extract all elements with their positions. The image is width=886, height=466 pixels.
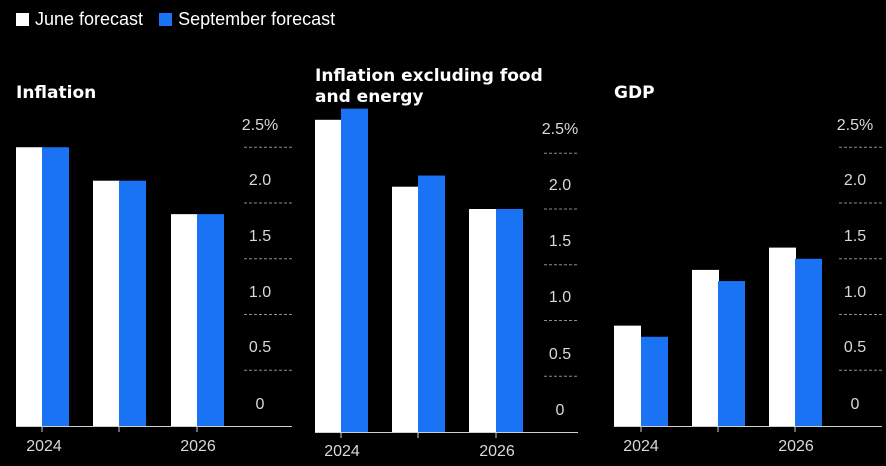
legend-label-june: June forecast <box>35 8 144 29</box>
panel-1-bar-september-2026 <box>197 214 224 426</box>
panel-3-y-tick-label: 1.0 <box>844 284 866 301</box>
panel-3-x-tick-label: 2026 <box>778 438 814 455</box>
panel-1-y-tick-label: 2.5% <box>242 117 278 134</box>
panel-3-title-line-1: GDP <box>614 83 655 103</box>
panel-2-bar-september-2024 <box>341 108 368 433</box>
panel-3-y-tick-label: 0 <box>851 396 860 413</box>
panel-1-y-tick-label: 2.0 <box>249 172 271 189</box>
september-swatch-icon <box>159 12 173 26</box>
panel-2-bar-june-2026 <box>469 209 496 432</box>
panel-2-title-line-1: Inflation excluding food <box>315 66 543 86</box>
panel-2-x-tick-label: 2024 <box>324 443 360 460</box>
panel-3-bar-september-2025 <box>718 281 745 426</box>
panel-3-bar-september-2024 <box>641 336 668 426</box>
panel-1-y-tick-label: 0.5 <box>249 339 271 356</box>
panel-3-bar-june-2025 <box>692 269 719 426</box>
panel-1-y-tick-label: 1.5 <box>249 228 271 245</box>
june-swatch-icon <box>16 12 29 26</box>
panel-3-bar-june-2026 <box>769 247 796 426</box>
panel-1-y-tick-label: 1.0 <box>249 284 271 301</box>
panel-2-y-tick-label: 2.5% <box>542 121 578 138</box>
legend-label-september: September forecast <box>178 8 336 29</box>
legend-item-september: September forecast <box>159 9 335 30</box>
panel-2-bar-june-2024 <box>315 119 342 433</box>
panel-1-y-tick-label: 0 <box>256 396 265 413</box>
panel-1-x-tick-label: 2024 <box>26 438 62 455</box>
panel-3-y-tick-label: 2.0 <box>844 172 866 189</box>
panel-1-bar-september-2024 <box>42 147 69 426</box>
chart-legend: June forecast September forecast <box>16 7 335 31</box>
panel-3-x-tick-label: 2024 <box>623 438 659 455</box>
legend-item-june: June forecast <box>16 9 143 30</box>
panel-2-bar-june-2025 <box>392 186 419 432</box>
panel-2-y-tick-label: 0 <box>556 402 565 419</box>
panel-1-x-tick-label: 2026 <box>180 438 216 455</box>
panel-2-title-line-2: and energy <box>315 87 423 107</box>
panel-2-y-tick-label: 1.5 <box>549 233 571 250</box>
panel-2-x-tick-label: 2026 <box>479 443 515 460</box>
panel-3-bar-june-2024 <box>614 325 641 426</box>
panel-3-y-tick-label: 2.5% <box>837 117 873 134</box>
panel-2-y-tick-label: 2.0 <box>549 177 571 194</box>
panel-2-bar-september-2026 <box>496 209 523 432</box>
panel-1-bar-june-2025 <box>93 180 120 426</box>
panel-2-bar-september-2025 <box>418 175 445 433</box>
panel-2-y-tick-label: 1.0 <box>549 289 571 306</box>
panel-2-y-tick-label: 0.5 <box>549 346 571 363</box>
panel-1-bar-june-2026 <box>171 214 198 426</box>
panel-1-bar-june-2024 <box>16 147 43 426</box>
panel-1-title-line-1: Inflation <box>16 83 96 103</box>
panel-1-bar-september-2025 <box>119 180 146 426</box>
panel-3-y-tick-label: 1.5 <box>844 228 866 245</box>
panel-3-bar-september-2026 <box>795 258 822 426</box>
panel-3-y-tick-label: 0.5 <box>844 339 866 356</box>
